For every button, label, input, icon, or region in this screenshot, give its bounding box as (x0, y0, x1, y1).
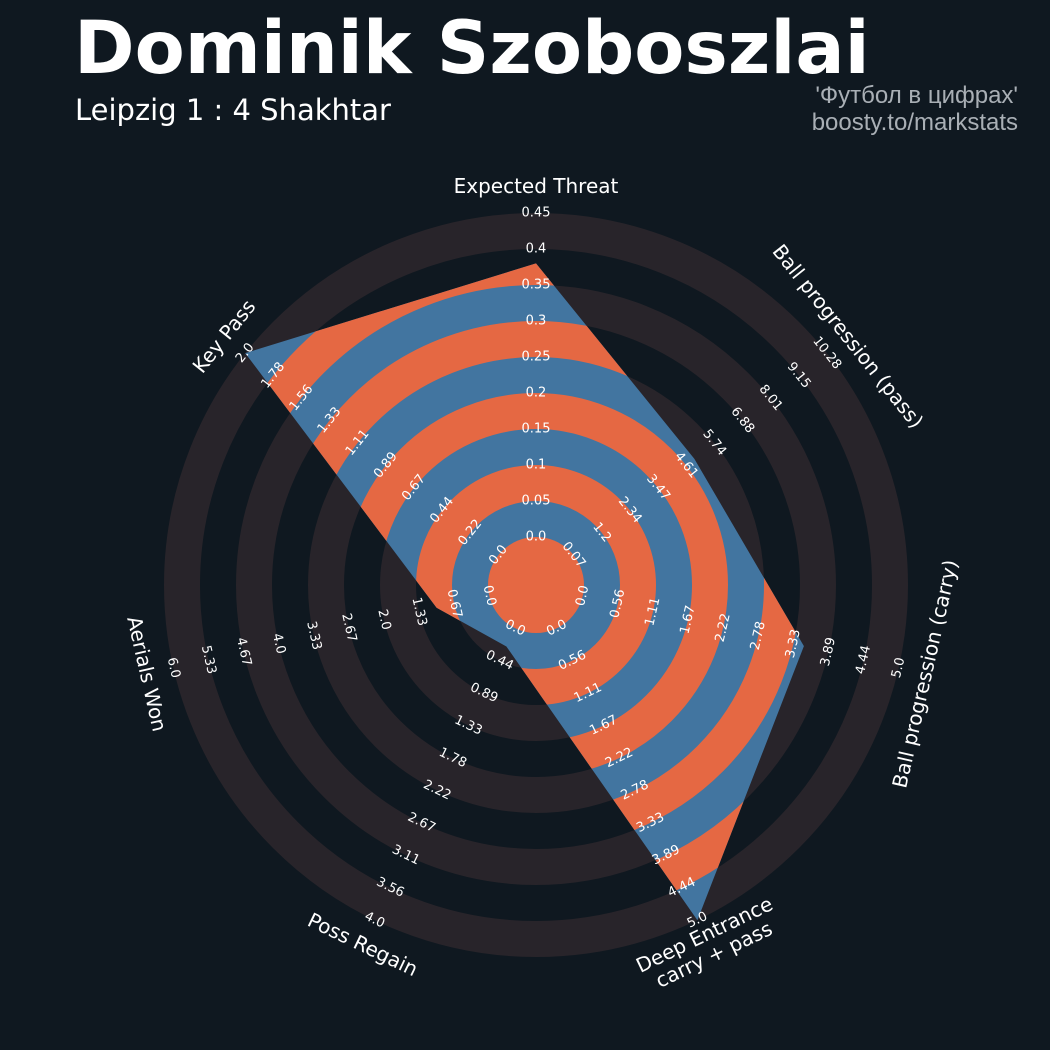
player-center (488, 537, 584, 633)
axis-tick-label: 0.0 (573, 584, 592, 608)
match-subtitle: Leipzig 1 : 4 Shakhtar (75, 93, 391, 127)
axis-tick-label: 5.0 (889, 656, 908, 680)
player-name-title: Dominik Szoboszlai (74, 6, 870, 91)
axis-tick-label: 0.35 (522, 278, 551, 293)
axis-tick-label: 0.3 (526, 314, 547, 329)
axis-tick-label: 0.67 (444, 588, 465, 620)
axis-tick-label: 3.89 (818, 636, 839, 668)
axis-tick-label: 4.0 (269, 632, 288, 656)
axis-tick-label: 4.67 (233, 636, 254, 668)
axis-tick-label: 4.44 (853, 644, 874, 676)
axis-tick-label: 1.33 (408, 596, 429, 628)
axis-tick-label: 0.05 (522, 494, 551, 509)
axis-tick-label: 6.0 (164, 656, 183, 680)
axis-category-label: Aerials Won (122, 614, 172, 734)
axis-tick-label: 3.33 (303, 620, 324, 652)
axis-tick-label: 2.22 (713, 612, 734, 644)
axis-tick-label: 0.45 (522, 206, 551, 221)
axis-tick-label: 1.67 (678, 604, 699, 636)
axis-tick-label: 0.25 (522, 350, 551, 365)
axis-tick-label: 2.0 (374, 608, 393, 632)
axis-tick-label: 5.33 (198, 644, 219, 676)
axis-tick-label: 3.33 (783, 628, 804, 660)
credit-line-1: 'Футбол в цифрах' (815, 82, 1018, 109)
player-ring (416, 465, 656, 705)
axis-tick-label: 1.11 (642, 596, 663, 628)
axis-tick-label: 0.15 (522, 422, 551, 437)
axis-tick-label: 0.0 (480, 584, 499, 608)
axis-tick-label: 0.4 (526, 242, 547, 257)
credit-block: 'Футбол в цифрах' boosty.to/markstats (811, 82, 1018, 137)
axis-tick-label: 0.1 (526, 458, 547, 473)
axis-tick-label: 0.56 (607, 588, 628, 620)
axis-tick-label: 0.2 (526, 386, 547, 401)
axis-tick-label: 0.0 (526, 530, 547, 545)
axis-tick-label: 2.67 (338, 612, 359, 644)
axis-tick-label: 2.78 (748, 620, 769, 652)
axis-category-label: Expected Threat (454, 174, 619, 198)
grid-band (164, 213, 908, 957)
credit-line-2: boosty.to/markstats (811, 108, 1018, 136)
